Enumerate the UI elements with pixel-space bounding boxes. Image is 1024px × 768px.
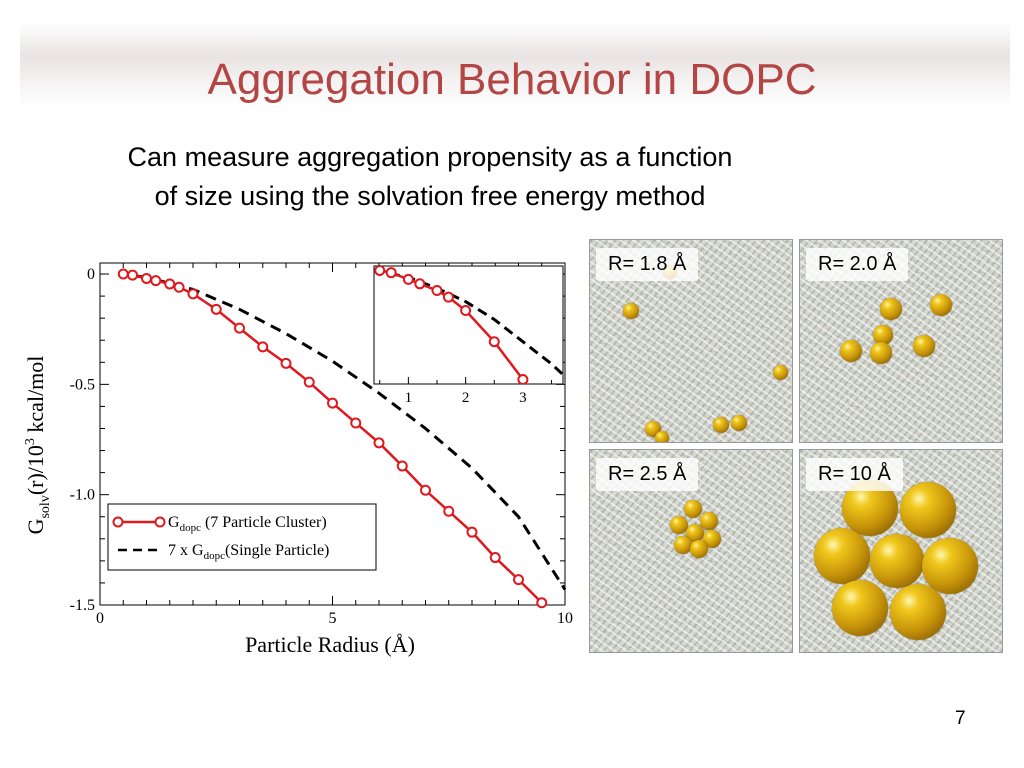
particle-sphere bbox=[873, 325, 893, 345]
particle-sphere bbox=[690, 540, 708, 558]
data-point-cluster bbox=[350, 417, 362, 429]
y-tick-label: 0 bbox=[87, 266, 95, 283]
inset-line-cluster bbox=[379, 269, 528, 384]
data-point-cluster bbox=[420, 484, 431, 496]
series-line-cluster bbox=[123, 272, 543, 604]
data-point-cluster bbox=[164, 278, 176, 290]
subtitle-line-1: Can measure aggregation propensity as a … bbox=[127, 142, 733, 172]
data-point-cluster bbox=[141, 272, 152, 284]
panel-label: R= 2.5 Å bbox=[596, 458, 699, 491]
data-point-cluster bbox=[173, 281, 185, 293]
data-point-cluster bbox=[117, 268, 129, 280]
particle-sphere bbox=[670, 516, 688, 534]
y-axis-label: Gsolv(r)/103 kcal/mol bbox=[23, 356, 53, 535]
inset-plot: 1 2 3 bbox=[373, 265, 564, 422]
inset-data-point-cluster bbox=[460, 305, 472, 317]
particle-sphere bbox=[731, 415, 747, 431]
particle-sphere bbox=[870, 534, 924, 588]
subtitle-line-2: of size using the solvation free energy … bbox=[154, 181, 706, 211]
x-tick-label: 0 bbox=[96, 610, 104, 627]
data-point-cluster bbox=[489, 552, 501, 564]
data-point-cluster bbox=[536, 597, 548, 609]
particle-sphere bbox=[840, 340, 862, 362]
data-point-cluster bbox=[513, 574, 524, 586]
inset-data-point-cluster bbox=[442, 291, 454, 303]
legend-label-single: 7 x Gdopc(Single Particle) bbox=[168, 542, 329, 562]
x-tick-label: 10 bbox=[557, 610, 573, 627]
particle-sphere bbox=[713, 417, 729, 433]
particle-sphere bbox=[773, 365, 788, 380]
panel-label: R= 2.0 Å bbox=[806, 248, 909, 281]
page-number: 7 bbox=[955, 708, 966, 729]
particle-sphere bbox=[880, 298, 902, 320]
slide-subtitle: Can measure aggregation propensity as a … bbox=[40, 138, 820, 216]
inset-x-tick-label: 3 bbox=[519, 390, 527, 406]
data-point-cluster bbox=[373, 437, 385, 449]
snapshot-panel-r10: R= 10 Å bbox=[799, 449, 1003, 653]
y-tick-label: -1.5 bbox=[70, 597, 95, 614]
inset-data-point-cluster bbox=[402, 273, 414, 285]
x-axis-label: Particle Radius (Å) bbox=[245, 632, 415, 657]
inset-x-tick-label: 2 bbox=[462, 390, 470, 406]
data-point-cluster bbox=[303, 376, 315, 388]
particle-sphere bbox=[922, 538, 978, 594]
particle-sphere bbox=[930, 294, 952, 316]
title-band bbox=[20, 22, 1010, 108]
legend-label-cluster: Gdopc (7 Particle Cluster) bbox=[168, 514, 327, 534]
slide-title: Aggregation Behavior in DOPC bbox=[207, 55, 817, 104]
legend-box bbox=[107, 503, 377, 571]
panel-label: R= 10 Å bbox=[806, 458, 903, 491]
inset-data-point-cluster bbox=[414, 278, 426, 290]
inset-data-point-cluster bbox=[385, 267, 397, 279]
data-point-cluster bbox=[257, 341, 269, 353]
inset-data-point-cluster bbox=[374, 266, 386, 276]
data-point-cluster bbox=[210, 303, 222, 315]
y-tick-label: -0.5 bbox=[70, 376, 95, 393]
snapshot-panel-r1_8: R= 1.8 Å bbox=[589, 239, 793, 443]
particle-sphere bbox=[703, 530, 721, 548]
data-point-cluster bbox=[396, 460, 408, 472]
inset-series-group bbox=[374, 266, 563, 422]
particle-sphere bbox=[870, 342, 892, 364]
particle-sphere bbox=[700, 512, 718, 530]
data-point-cluster bbox=[466, 526, 478, 538]
data-point-cluster bbox=[280, 357, 292, 369]
data-point-cluster bbox=[327, 397, 338, 409]
inset-x-tick-label: 1 bbox=[405, 390, 413, 406]
particle-sphere bbox=[686, 524, 704, 542]
inset-frame bbox=[373, 265, 564, 385]
particle-sphere bbox=[890, 584, 946, 640]
y-tick-label: -1.0 bbox=[70, 487, 95, 504]
particle-sphere bbox=[832, 580, 888, 636]
snapshot-panel-r2_0: R= 2.0 Å bbox=[799, 239, 1003, 443]
particle-sphere bbox=[655, 431, 669, 442]
particle-sphere bbox=[814, 528, 870, 584]
particle-sphere bbox=[684, 500, 702, 518]
main-plot: 0 5 10 0 -0.5 -1.0 -1.5 bbox=[70, 262, 573, 627]
inset-data-point-cluster bbox=[547, 413, 556, 422]
solvation-energy-chart: 0 5 10 0 -0.5 -1.0 -1.5 1 2 3 Particle Radius (Å… bbox=[23, 262, 573, 657]
particle-sphere bbox=[623, 303, 639, 319]
particle-sphere bbox=[913, 335, 935, 357]
data-point-cluster bbox=[127, 269, 139, 281]
legend-marker-red-1 bbox=[112, 516, 124, 528]
inset-data-point-cluster bbox=[488, 336, 500, 348]
data-point-cluster bbox=[443, 505, 455, 517]
panel-label: R= 1.8 Å bbox=[596, 248, 699, 281]
particle-sphere bbox=[900, 482, 956, 538]
data-point-cluster bbox=[187, 288, 199, 300]
legend: Gdopc (7 Particle Cluster) 7 x Gdopc(Sin… bbox=[107, 503, 377, 571]
data-point-cluster bbox=[234, 322, 245, 334]
particle-sphere bbox=[674, 536, 692, 554]
inset-data-point-cluster bbox=[517, 374, 529, 384]
inset-data-point-cluster bbox=[431, 284, 443, 296]
x-tick-label: 5 bbox=[329, 610, 337, 627]
data-point-cluster bbox=[150, 275, 162, 287]
legend-marker-red-2 bbox=[154, 516, 166, 528]
snapshot-panel-r2_5: R= 2.5 Å bbox=[589, 449, 793, 653]
